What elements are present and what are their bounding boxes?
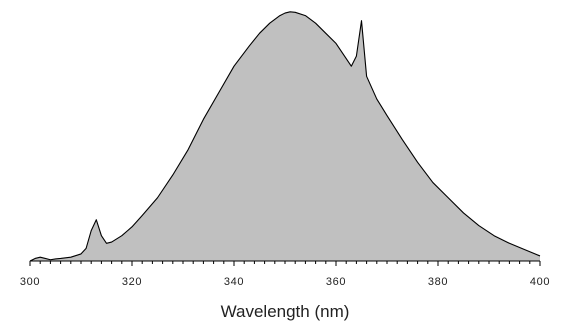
x-tick-label: 400 — [530, 276, 550, 288]
spectrum-line — [29, 11, 541, 262]
x-tick-label: 360 — [326, 276, 346, 288]
x-tick-label: 340 — [224, 276, 244, 288]
x-tick-label: 300 — [20, 276, 40, 288]
x-tick-label: 380 — [428, 276, 448, 288]
x-axis-ticks: 300 320 340 360 380 400 — [20, 261, 550, 288]
plot-area — [29, 11, 541, 262]
x-tick-label: 320 — [122, 276, 142, 288]
x-axis-label: Wavelength (nm) — [221, 302, 350, 321]
spectrum-area-fill — [30, 11, 540, 261]
